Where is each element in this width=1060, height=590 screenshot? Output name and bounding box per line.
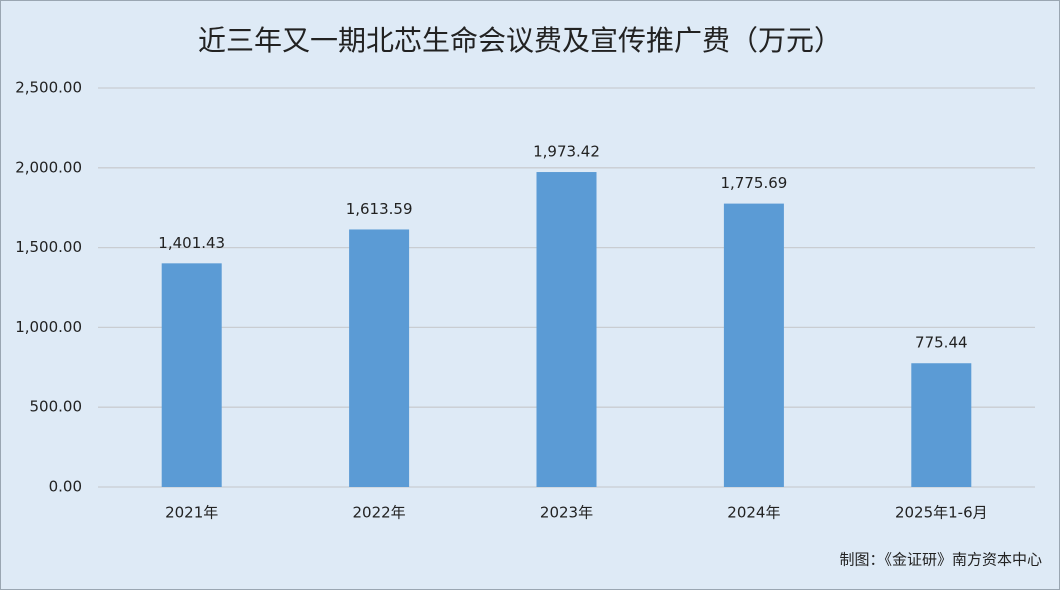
y-tick-label: 2,000.00 (15, 158, 82, 176)
x-tick-label: 2023年 (540, 504, 593, 522)
data-label: 1,401.43 (158, 234, 225, 252)
data-label: 1,973.42 (533, 143, 600, 161)
y-tick-label: 1,000.00 (15, 318, 82, 336)
data-label: 775.44 (915, 334, 968, 352)
bar (536, 172, 597, 487)
chart-title: 近三年又一期北芯生命会议费及宣传推广费（万元） (198, 24, 842, 57)
source-note: 制图：《金证研》南方资本中心 (839, 551, 1042, 569)
data-label: 1,775.69 (721, 174, 788, 192)
bar (349, 229, 410, 487)
y-tick-label: 500.00 (30, 398, 83, 416)
bar (161, 263, 222, 487)
y-tick-label: 0.00 (49, 478, 82, 496)
y-tick-label: 2,500.00 (15, 79, 82, 97)
bar (723, 203, 784, 488)
x-tick-label: 2022年 (353, 504, 406, 522)
x-tick-label: 2025年1-6月 (895, 504, 988, 522)
y-tick-label: 1,500.00 (15, 238, 82, 256)
bar (911, 363, 972, 487)
data-label: 1,613.59 (346, 200, 413, 218)
x-tick-label: 2024年 (727, 504, 780, 522)
x-tick-label: 2021年 (165, 504, 218, 522)
